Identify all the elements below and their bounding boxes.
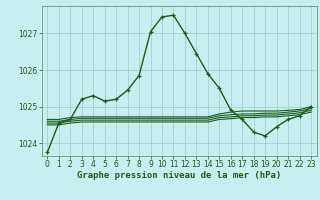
X-axis label: Graphe pression niveau de la mer (hPa): Graphe pression niveau de la mer (hPa) xyxy=(77,171,281,180)
